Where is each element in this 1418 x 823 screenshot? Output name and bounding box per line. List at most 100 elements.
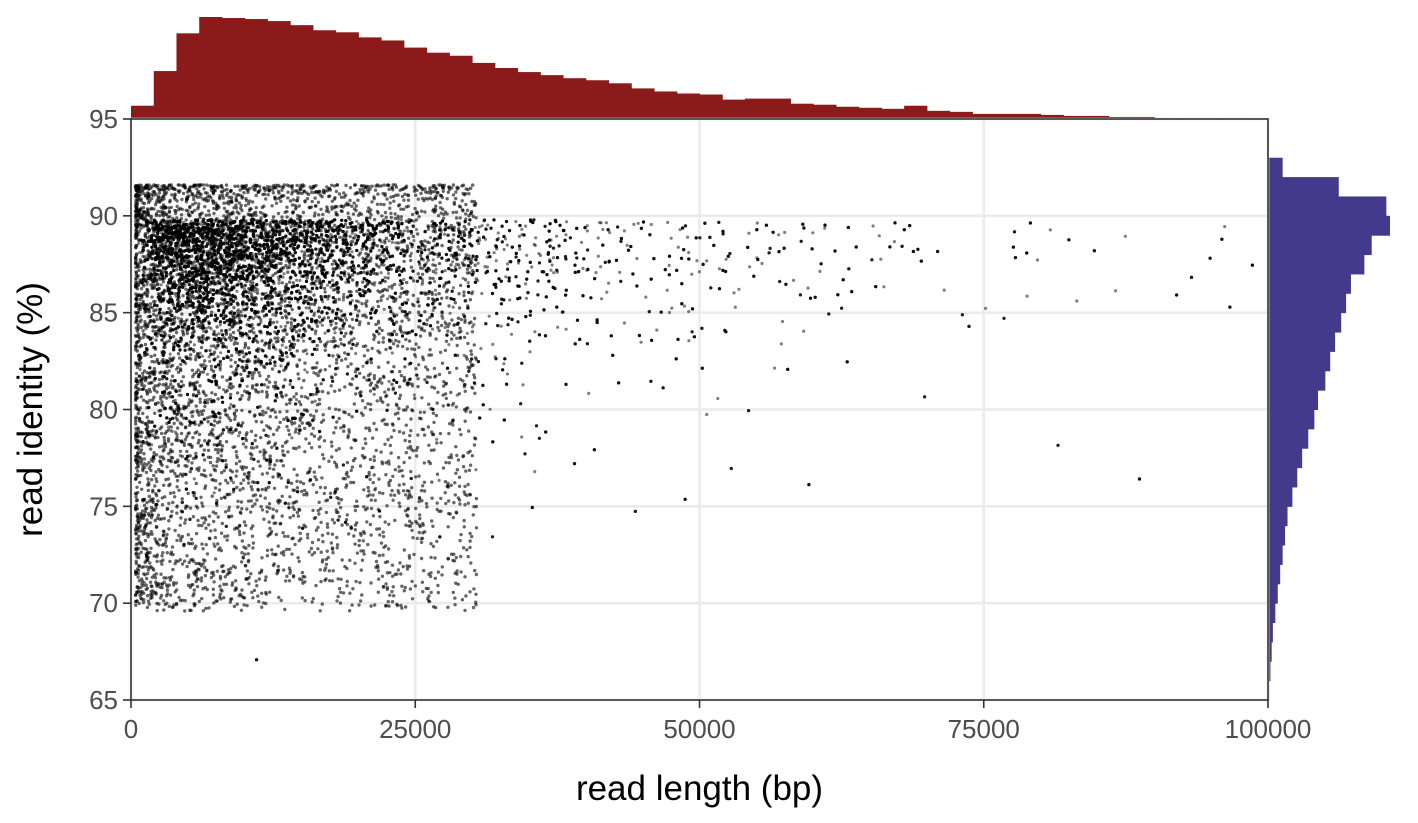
top-hist-bar [244,19,268,119]
scatter-point [457,253,461,257]
scatter-point [521,383,525,387]
scatter-point [518,247,522,251]
scatter-point [524,224,528,228]
scatter-point [385,297,390,301]
scatter-point [550,263,554,267]
scatter-point [390,240,394,244]
scatter-point [555,234,559,238]
scatter-point [524,282,528,286]
scatter-point [305,287,309,291]
scatter-point [525,253,529,257]
scatter-point [892,240,897,244]
scatter-point [783,230,787,234]
scatter-point [485,265,489,269]
scatter-point [508,298,512,302]
scatter-point [724,257,728,261]
scatter-point [533,470,537,474]
scatter-point [416,297,420,301]
scatter-point [687,309,691,314]
scatter-point [387,239,391,243]
right-hist-bar [1268,157,1283,178]
scatter-point [159,264,163,268]
scatter-point [520,435,524,439]
scatter-point [670,306,674,310]
scatter-point [434,252,438,256]
scatter-point [137,241,141,245]
scatter-point [601,227,605,231]
scatter-point [434,267,438,271]
scatter-point [328,364,332,368]
scatter-point [357,222,361,226]
scatter-point [284,324,288,328]
scatter-point [306,260,310,264]
scatter-point [549,268,553,272]
scatter-point [399,218,403,222]
top-hist-bar [995,113,1019,119]
top-hist-bar [1017,113,1042,119]
scatter-point [458,266,462,270]
scatter-point [145,283,149,287]
scatter-point [755,221,759,225]
scatter-point [277,281,281,285]
right-hist-bar [1268,332,1336,352]
scatter-point [667,263,671,267]
scatter-point [313,399,317,403]
scatter-point [451,260,455,264]
top-hist-bar [563,78,587,119]
scatter-point [188,245,192,249]
scatter-point [438,225,442,229]
right-hist-bar [1268,409,1315,430]
top-hist-bar [335,32,359,119]
scatter-point [288,382,292,387]
top-hist-bar [221,18,246,119]
scatter-point [717,267,722,271]
scatter-point [607,281,611,285]
scatter-point [502,247,506,252]
scatter-point [390,286,394,290]
scatter-point [517,234,522,238]
scatter-point [453,265,457,269]
right-marginal-histogram [1268,157,1390,701]
scatter-point [166,425,171,429]
scatter-point [579,240,584,244]
scatter-point [733,305,737,309]
scatter-point [556,325,560,329]
scatter-point [1035,258,1040,262]
right-hist-bar [1268,273,1351,294]
scatter-point [206,398,210,402]
scatter-point [737,287,741,291]
scatter-point [289,326,293,330]
top-hist-bar [403,47,428,119]
scatter-point [732,291,736,295]
scatter-point [329,232,333,236]
scatter-point [516,261,521,265]
scatter-point [354,351,358,356]
scatter-point [298,278,302,282]
scatter-point [461,276,465,280]
scatter-point [204,326,208,330]
scatter-point [379,252,383,256]
scatter-point [279,304,283,308]
scatter-point [618,270,622,274]
scatter-point [355,219,359,223]
scatter-point [477,225,481,229]
top-hist-bar [949,111,973,119]
top-marginal-histogram [131,17,1246,120]
top-hist-bar [1040,114,1064,119]
scatter-point [504,275,508,279]
scatter-point [304,306,308,310]
scatter-point [229,403,233,407]
top-hist-bar [813,104,837,119]
scatter-point [168,352,172,356]
scatter-point [232,268,236,272]
scatter-point [434,293,438,297]
scatter-point [687,250,691,255]
scatter-point [420,282,424,286]
scatter-point [303,368,307,372]
scatter-point [350,231,354,235]
scatter-point [534,236,538,240]
scatter-point [882,285,886,289]
scatter-point [199,222,203,226]
scatter-point [284,345,288,350]
right-hist-bar [1268,177,1339,197]
